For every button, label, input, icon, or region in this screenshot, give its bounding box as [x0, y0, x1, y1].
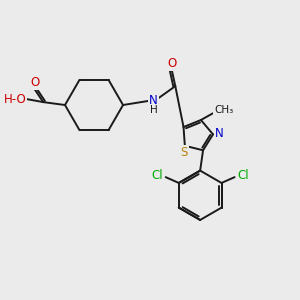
Text: Cl: Cl — [238, 169, 249, 182]
Text: O: O — [167, 57, 176, 70]
Text: N: N — [149, 94, 158, 107]
Text: O: O — [30, 76, 39, 89]
Text: Cl: Cl — [151, 169, 163, 182]
Text: H-O: H-O — [4, 93, 26, 106]
Text: N: N — [215, 127, 224, 140]
Text: H: H — [150, 105, 158, 115]
Text: S: S — [181, 146, 188, 159]
Text: CH₃: CH₃ — [214, 105, 233, 116]
